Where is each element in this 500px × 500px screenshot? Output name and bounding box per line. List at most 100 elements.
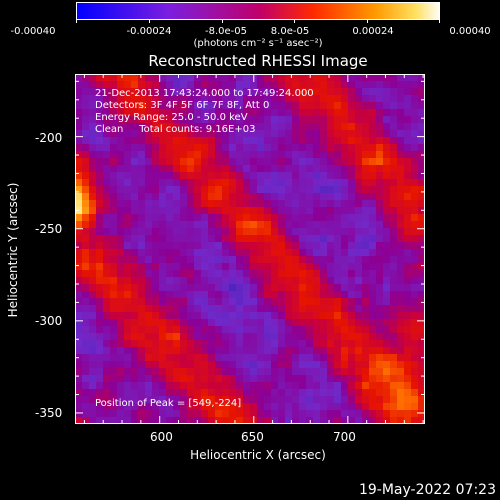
heatmap-cell xyxy=(250,137,258,145)
heatmap-cell xyxy=(334,291,342,299)
heatmap-cell xyxy=(292,172,300,180)
heatmap-cell xyxy=(82,361,90,369)
heatmap-cell xyxy=(187,109,195,117)
heatmap-cell xyxy=(285,200,293,208)
heatmap-cell xyxy=(194,256,202,264)
heatmap-cell xyxy=(404,193,412,201)
heatmap-cell xyxy=(236,270,244,278)
heatmap-cell xyxy=(110,354,118,362)
heatmap-cell xyxy=(229,88,237,96)
heatmap-cell xyxy=(292,298,300,306)
heatmap-cell xyxy=(159,333,167,341)
heatmap-cell xyxy=(404,368,412,376)
heatmap-cell xyxy=(313,186,321,194)
heatmap-cell xyxy=(257,389,265,397)
heatmap-cell xyxy=(411,200,419,208)
heatmap-cell xyxy=(236,116,244,124)
heatmap-cell xyxy=(306,95,314,103)
heatmap-cell xyxy=(96,144,104,152)
heatmap-cell xyxy=(285,312,293,320)
heatmap-cell xyxy=(299,396,307,404)
heatmap-cell xyxy=(320,361,328,369)
heatmap-cell xyxy=(327,95,335,103)
heatmap-cell xyxy=(75,186,83,194)
heatmap-cell xyxy=(257,95,265,103)
heatmap-cell xyxy=(138,102,146,110)
heatmap-cell xyxy=(348,396,356,404)
heatmap-cell xyxy=(271,116,279,124)
heatmap-cell xyxy=(285,368,293,376)
heatmap-cell xyxy=(285,326,293,334)
heatmap-cell xyxy=(124,109,132,117)
heatmap-cell xyxy=(124,270,132,278)
heatmap-cell xyxy=(201,249,209,257)
heatmap-cell xyxy=(229,207,237,215)
heatmap-cell xyxy=(138,88,146,96)
heatmap-cell xyxy=(390,263,398,271)
heatmap-cell xyxy=(215,291,223,299)
x-tick-label: 700 xyxy=(333,430,356,444)
heatmap-cell xyxy=(404,172,412,180)
heatmap-cell xyxy=(264,123,272,131)
heatmap-cell xyxy=(187,144,195,152)
heatmap-cell xyxy=(82,354,90,362)
heatmap-cell xyxy=(404,361,412,369)
heatmap-cell xyxy=(418,179,425,187)
heatmap-cell xyxy=(110,389,118,397)
heatmap-cell xyxy=(334,116,342,124)
heatmap-cell xyxy=(383,207,391,215)
heatmap-cell xyxy=(208,102,216,110)
heatmap-cell xyxy=(82,368,90,376)
heatmap-cell xyxy=(250,319,258,327)
heatmap-cell xyxy=(243,81,251,89)
heatmap-cell xyxy=(411,116,419,124)
heatmap-cell xyxy=(89,102,97,110)
heatmap-cell xyxy=(152,284,160,292)
heatmap-cell xyxy=(348,158,356,166)
heatmap-cell xyxy=(229,242,237,250)
heatmap-cell xyxy=(257,403,265,411)
heatmap-cell xyxy=(383,228,391,236)
heatmap-cell xyxy=(236,333,244,341)
heatmap-cell xyxy=(187,305,195,313)
heatmap-cell xyxy=(180,88,188,96)
heatmap-cell xyxy=(96,95,104,103)
heatmap-cell xyxy=(411,102,419,110)
heatmap-cell xyxy=(201,242,209,250)
heatmap-cell xyxy=(201,333,209,341)
heatmap-cell xyxy=(145,263,153,271)
heatmap-cell xyxy=(278,137,286,145)
heatmap-cell xyxy=(264,277,272,285)
heatmap-cell xyxy=(355,396,363,404)
heatmap-cell xyxy=(138,375,146,383)
heatmap-cell xyxy=(306,375,314,383)
heatmap-cell xyxy=(250,312,258,320)
heatmap-cell xyxy=(397,95,405,103)
heatmap-cell xyxy=(362,347,370,355)
heatmap-cell xyxy=(348,200,356,208)
heatmap-cell xyxy=(166,417,174,424)
heatmap-cell xyxy=(348,123,356,131)
heatmap-cell xyxy=(180,375,188,383)
heatmap-cell xyxy=(418,347,425,355)
heatmap-cell xyxy=(341,109,349,117)
heatmap-cell xyxy=(320,179,328,187)
heatmap-cell xyxy=(320,319,328,327)
heatmap-cell xyxy=(285,319,293,327)
heatmap-cell xyxy=(117,375,125,383)
heatmap-cell xyxy=(376,200,384,208)
heatmap-cell xyxy=(96,326,104,334)
heatmap-cell xyxy=(397,102,405,110)
x-tick-label: 600 xyxy=(150,430,173,444)
heatmap-cell xyxy=(215,123,223,131)
heatmap-cell xyxy=(327,403,335,411)
heatmap-cell xyxy=(222,116,230,124)
heatmap-cell xyxy=(166,291,174,299)
heatmap-cell xyxy=(166,410,174,418)
heatmap-cell xyxy=(285,333,293,341)
heatmap-cell xyxy=(383,354,391,362)
heatmap-cell xyxy=(271,361,279,369)
heatmap-cell xyxy=(418,361,425,369)
heatmap-cell xyxy=(327,354,335,362)
heatmap-cell xyxy=(82,319,90,327)
